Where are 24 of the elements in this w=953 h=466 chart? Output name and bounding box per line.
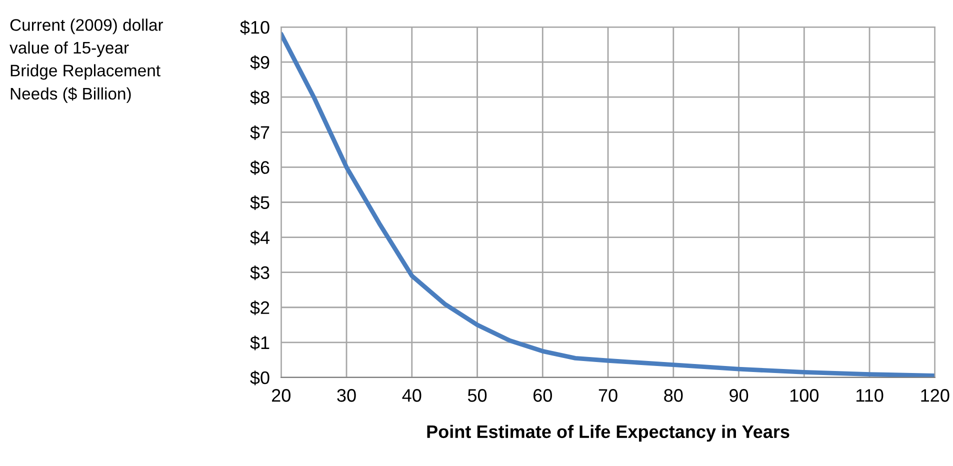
- x-tick-label: 20: [272, 389, 290, 402]
- y-tick-label: $3: [250, 266, 270, 280]
- y-tick-label: $4: [250, 230, 270, 246]
- x-tick-label: 90: [730, 389, 748, 402]
- x-tick-label: 60: [534, 389, 552, 402]
- y-tick-label: $7: [250, 125, 270, 140]
- x-tick-label: 80: [664, 389, 683, 402]
- y-tick-label: $10: [240, 20, 270, 35]
- y-tick-label: $9: [250, 55, 270, 70]
- x-tick-label: 30: [337, 389, 356, 402]
- y-tick-label: $6: [250, 160, 270, 175]
- y-axis-title: Current (2009) dollar value of 15-year Bridge Replacement Needs ($ Billion): [10, 18, 164, 103]
- x-tick-label: 120: [921, 389, 950, 402]
- y-tick-label: $0: [250, 370, 270, 386]
- y-tick-label: $1: [250, 336, 270, 350]
- y-tick-label: $8: [250, 90, 270, 105]
- x-tick-label: 70: [598, 389, 618, 402]
- x-tick-label: 50: [468, 389, 487, 402]
- x-tick-label: 40: [402, 389, 422, 402]
- x-tick-label: 100: [790, 389, 818, 402]
- x-tick-label: 110: [856, 389, 884, 402]
- y-tick-label: $2: [250, 300, 270, 316]
- x-axis-title: Point Estimate of Life Expectancy in Years: [427, 424, 790, 442]
- y-tick-label: $5: [250, 195, 270, 210]
